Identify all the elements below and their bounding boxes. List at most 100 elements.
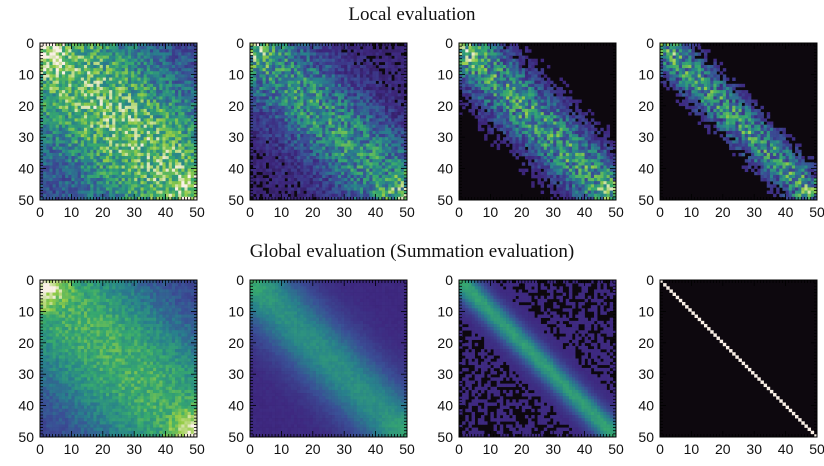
- heatmap-cell: [68, 181, 72, 185]
- heatmap-cell: [256, 165, 260, 169]
- heatmap-cell: [388, 49, 392, 53]
- heatmap-cell: [149, 124, 154, 129]
- heatmap-cell: [293, 137, 298, 141]
- heatmap-cell: [271, 121, 276, 125]
- heatmap-cell: [334, 159, 339, 163]
- heatmap-cell: [140, 171, 144, 176]
- heatmap-cell: [385, 71, 389, 75]
- heatmap-cell: [400, 178, 405, 182]
- heatmap-cell: [162, 193, 166, 198]
- heatmap-cell: [43, 61, 47, 66]
- heatmap-cell: [253, 108, 257, 113]
- heatmap-cell: [162, 93, 166, 97]
- heatmap-cell: [325, 77, 329, 81]
- heatmap-cell: [369, 74, 373, 78]
- heatmap-cell: [159, 61, 163, 66]
- heatmap-cell: [71, 115, 75, 119]
- heatmap-cell: [143, 118, 148, 122]
- heatmap-cell: [253, 184, 257, 188]
- heatmap-cell: [397, 55, 402, 59]
- heatmap-cell: [193, 152, 198, 157]
- heatmap-cell: [137, 77, 141, 81]
- heatmap-cell: [344, 61, 348, 66]
- heatmap-cell: [121, 43, 126, 47]
- heatmap-cell: [315, 130, 320, 135]
- heatmap-cell: [43, 190, 47, 195]
- heatmap-cell: [350, 115, 354, 119]
- heatmap-cell: [293, 74, 298, 78]
- heatmap-cell: [275, 86, 279, 91]
- heatmap-cell: [171, 112, 176, 116]
- heatmap-cell: [162, 74, 166, 78]
- heatmap-cell: [80, 156, 85, 160]
- heatmap-cell: [165, 71, 170, 75]
- heatmap-cell: [58, 146, 63, 151]
- heatmap-cell: [378, 178, 383, 182]
- heatmap-cell: [359, 156, 364, 160]
- heatmap-cell: [315, 146, 320, 151]
- heatmap-cell: [403, 115, 408, 119]
- heatmap-cell: [394, 93, 398, 97]
- heatmap-cell: [181, 137, 185, 141]
- heatmap-cell: [55, 86, 60, 91]
- heatmap-cell: [375, 127, 380, 132]
- heatmap-cell: [337, 64, 342, 69]
- heatmap-cell: [366, 143, 370, 147]
- heatmap-cell: [388, 187, 392, 191]
- heatmap-cell: [290, 102, 295, 107]
- heatmap-cell: [175, 137, 179, 141]
- heatmap-cell: [109, 52, 113, 56]
- heatmap-cell: [372, 184, 376, 188]
- heatmap-cell: [325, 61, 329, 66]
- heatmap-cell: [253, 127, 257, 132]
- heatmap-cell: [369, 112, 373, 116]
- heatmap-cell: [131, 156, 135, 160]
- heatmap-cell: [178, 156, 182, 160]
- heatmap-cell: [137, 156, 141, 160]
- heatmap-cell: [83, 61, 88, 66]
- heatmap-cell: [253, 130, 257, 135]
- heatmap-cell: [328, 121, 332, 125]
- heatmap-cell: [303, 181, 307, 185]
- heatmap-cell: [153, 178, 157, 182]
- heatmap-cell: [80, 64, 85, 69]
- heatmap-cell: [306, 55, 310, 59]
- heatmap-cell: [61, 74, 66, 78]
- heatmap-cell: [184, 90, 188, 94]
- heatmap-cell: [271, 168, 276, 173]
- heatmap-cell: [265, 143, 270, 147]
- heatmap-cell: [400, 68, 405, 72]
- heatmap-cell: [268, 74, 273, 78]
- heatmap-cell: [80, 149, 85, 154]
- heatmap-cell: [178, 137, 182, 141]
- heatmap-cell: [149, 93, 154, 97]
- heatmap-cell: [319, 102, 323, 107]
- heatmap-cell: [187, 190, 192, 195]
- heatmap-cell: [290, 149, 295, 154]
- heatmap-cell: [181, 90, 185, 94]
- heatmap-cell: [193, 61, 198, 66]
- heatmap-cell: [271, 137, 276, 141]
- heatmap-cell: [49, 86, 53, 91]
- heatmap-cell: [297, 83, 301, 88]
- heatmap-cell: [105, 74, 110, 78]
- heatmap-cell: [284, 156, 288, 160]
- heatmap-cell: [381, 127, 386, 132]
- heatmap-cell: [306, 61, 310, 66]
- heatmap-cell: [309, 152, 314, 157]
- heatmap-cell: [46, 196, 50, 201]
- heatmap-cell: [347, 74, 351, 78]
- heatmap-cell: [83, 137, 88, 141]
- heatmap-cell: [366, 71, 370, 75]
- heatmap-cell: [271, 162, 276, 166]
- heatmap-cell: [71, 93, 75, 97]
- heatmap-cell: [325, 130, 329, 135]
- heatmap-cell: [83, 112, 88, 116]
- heatmap-cell: [253, 159, 257, 163]
- heatmap-cell: [93, 52, 97, 56]
- heatmap-cell: [315, 187, 320, 191]
- heatmap-cell: [344, 168, 348, 173]
- heatmap-cell: [353, 140, 358, 144]
- heatmap-cell: [83, 68, 88, 72]
- heatmap-cell: [140, 99, 144, 103]
